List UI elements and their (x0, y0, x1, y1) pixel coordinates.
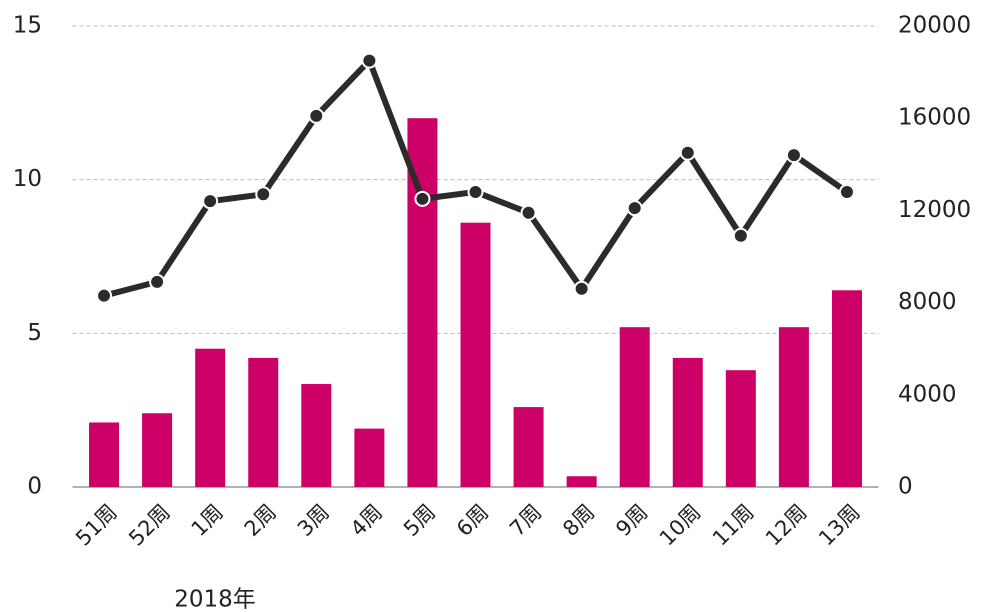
bar (831, 290, 862, 487)
bar (195, 348, 226, 487)
line-marker (679, 144, 696, 161)
x-tick-label: 10周 (655, 500, 706, 551)
line-marker (838, 183, 855, 200)
x-tick-label: 12周 (761, 500, 812, 551)
y-tick-label: 5 (27, 320, 42, 346)
x-tick-label: 8周 (558, 500, 599, 541)
line-marker (467, 183, 484, 200)
x-tick-label: 7周 (505, 500, 546, 541)
bar (672, 357, 703, 487)
line-marker (361, 52, 378, 69)
bar (248, 357, 279, 487)
line-marker (573, 280, 590, 297)
x-tick-label: 52周 (124, 500, 175, 551)
y2-tick-label: 16000 (898, 105, 971, 131)
x-tick-label: 11周 (708, 500, 759, 551)
line-marker (149, 273, 166, 290)
x-tick-label: 13周 (814, 500, 865, 551)
bar (513, 407, 544, 487)
line-marker (202, 193, 219, 210)
x-tick-label: 51周 (71, 500, 122, 551)
bar (778, 327, 809, 487)
line-marker (96, 287, 113, 304)
y2-tick-label: 8000 (898, 289, 957, 315)
y-tick-label: 15 (13, 13, 42, 39)
x-tick-label: 6周 (452, 500, 493, 541)
annotation: 2018年 (174, 587, 256, 612)
line-marker (520, 204, 537, 221)
x-tick-label: 9周 (611, 500, 652, 541)
line-marker (785, 147, 802, 164)
line-marker (732, 227, 749, 244)
bar (142, 413, 173, 487)
x-tick-label: 1周 (187, 500, 228, 541)
bar (89, 422, 120, 487)
x-tick-label: 3周 (293, 500, 334, 541)
bar (460, 222, 491, 487)
line-marker (255, 186, 272, 203)
y2-tick-label: 4000 (898, 381, 957, 407)
line-marker (414, 190, 431, 207)
line-marker (308, 107, 325, 124)
bar (566, 476, 597, 487)
y2-tick-label: 20000 (898, 13, 971, 39)
y2-tick-label: 12000 (898, 197, 971, 223)
x-tick-label: 4周 (346, 500, 387, 541)
line-marker (626, 200, 643, 217)
bar (354, 428, 385, 487)
x-tick-label: 5周 (399, 500, 440, 541)
y2-tick-label: 0 (898, 474, 913, 500)
y-tick-label: 0 (27, 474, 42, 500)
bar (725, 370, 756, 487)
bar (301, 384, 332, 487)
y-tick-label: 10 (13, 166, 42, 192)
x-tick-label: 2周 (240, 500, 281, 541)
bar (619, 327, 650, 487)
